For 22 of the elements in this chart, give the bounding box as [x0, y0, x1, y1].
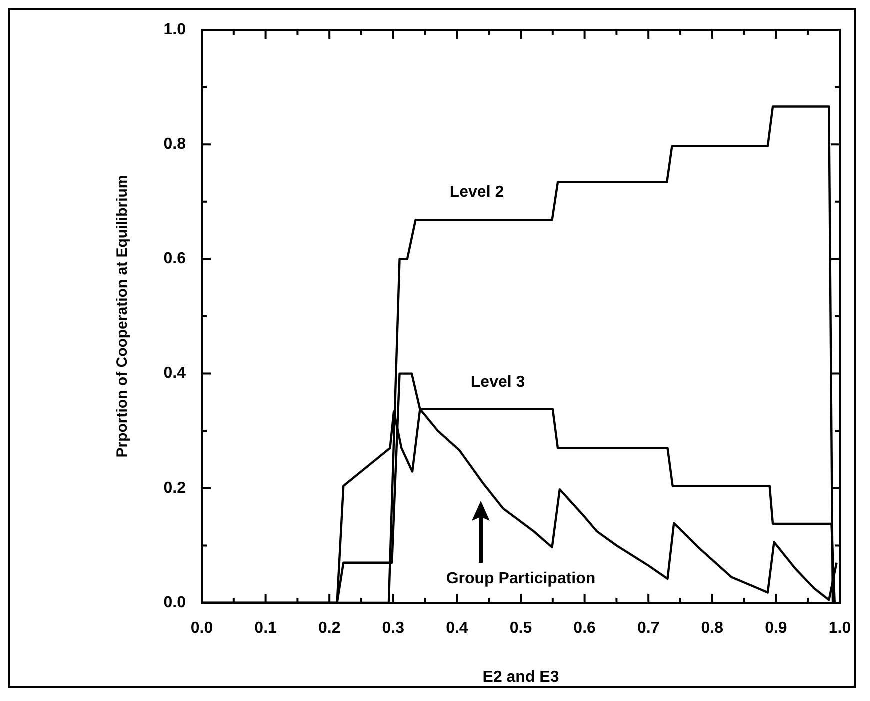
- y-tick-label: 0.8: [164, 136, 186, 154]
- x-axis-title: E2 and E3: [482, 668, 560, 686]
- y-tick-label: 0.2: [164, 480, 186, 497]
- annotation: Group Participation: [446, 570, 596, 588]
- y-tick-label: 1.0: [164, 21, 186, 38]
- x-tick-label: 0.9: [765, 620, 788, 638]
- y-axis-title: Prportion of Cooperation at Equilibrium: [114, 175, 132, 458]
- annotation: Level 2: [450, 184, 504, 202]
- y-tick-label: 0.4: [164, 365, 186, 382]
- x-tick-label: 0.6: [574, 620, 596, 638]
- y-tick-label: 0.6: [164, 250, 186, 268]
- x-tick-label: 0.7: [637, 620, 660, 638]
- x-tick-label: 0.4: [446, 620, 468, 638]
- x-tick-label: 0.1: [254, 620, 278, 638]
- x-tick-label: 0.0: [190, 620, 214, 638]
- x-tick-label: 0.8: [701, 620, 724, 638]
- y-tick-label: 0.0: [164, 594, 186, 612]
- x-tick-label: 0.5: [510, 620, 532, 638]
- annotation: Level 3: [470, 374, 526, 391]
- x-tick-label: 1.0: [828, 620, 852, 638]
- x-tick-label: 0.3: [382, 620, 405, 638]
- x-tick-label: 0.2: [318, 620, 341, 638]
